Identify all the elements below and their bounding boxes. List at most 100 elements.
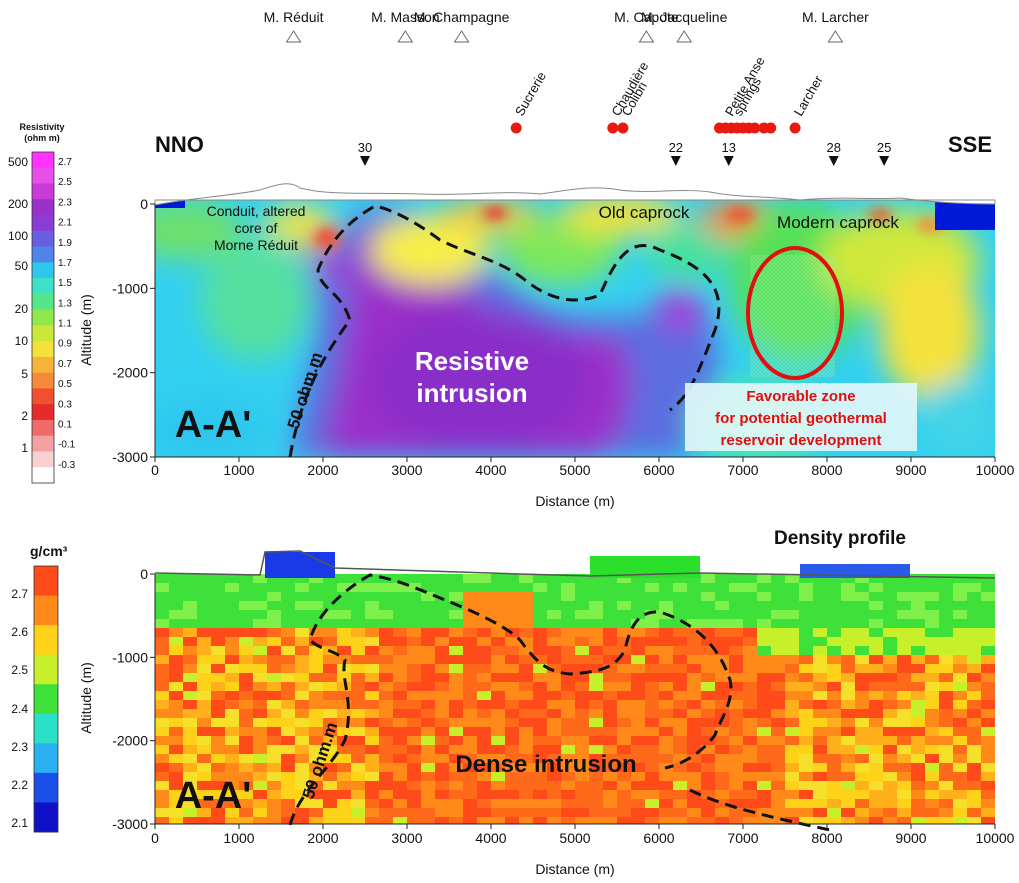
resistivity-bar-swatch — [32, 372, 54, 389]
density-cell — [645, 619, 660, 629]
density-cell — [253, 817, 268, 824]
density-cell — [169, 646, 184, 656]
resistivity-log-label: 0.5 — [58, 379, 72, 390]
density-cell — [617, 673, 632, 683]
density-cell — [659, 799, 674, 809]
density-cell — [155, 601, 170, 611]
density-cell — [253, 583, 268, 593]
density-cell — [883, 601, 898, 611]
density-cell — [533, 817, 548, 824]
density-cell — [925, 646, 940, 656]
density-cell — [267, 700, 282, 710]
density-cell — [687, 754, 702, 764]
density-cell — [197, 727, 212, 737]
density-cell — [631, 718, 646, 728]
density-cell — [603, 808, 618, 818]
resistivity-log-label: 1.7 — [58, 258, 72, 269]
density-cell — [547, 592, 562, 602]
density-cell — [351, 817, 366, 824]
density-cell — [463, 763, 478, 773]
density-cell — [687, 610, 702, 620]
density-cell — [155, 817, 170, 824]
density-cell — [701, 781, 716, 791]
density-cell — [449, 772, 464, 782]
density-cell — [197, 790, 212, 800]
density-cell — [771, 592, 786, 602]
density-cell — [211, 646, 226, 656]
density-cell — [715, 610, 730, 620]
density-cell — [799, 691, 814, 701]
density-cell — [169, 610, 184, 620]
density-cell — [253, 682, 268, 692]
density-cell — [197, 592, 212, 602]
density-cell — [939, 700, 954, 710]
density-cell — [407, 718, 422, 728]
density-cell — [645, 727, 660, 737]
x-tick-label: 1000 — [223, 462, 254, 478]
density-cell — [435, 628, 450, 638]
density-cell — [547, 655, 562, 665]
density-cell — [953, 691, 968, 701]
density-cell — [575, 628, 590, 638]
density-cell — [435, 610, 450, 620]
density-cell — [323, 817, 338, 824]
density-cell — [785, 592, 800, 602]
density-cell — [981, 781, 995, 791]
density-cell — [939, 628, 954, 638]
density-cell — [155, 799, 170, 809]
density-bar-swatch — [34, 566, 58, 597]
density-cell — [645, 772, 660, 782]
density-cell — [155, 691, 170, 701]
density-cell — [729, 691, 744, 701]
density-cell — [253, 781, 268, 791]
density-cell — [253, 718, 268, 728]
density-cell — [169, 727, 184, 737]
density-cell — [659, 700, 674, 710]
density-cell — [715, 637, 730, 647]
density-cell — [533, 574, 548, 584]
density-cell — [505, 637, 520, 647]
density-cell — [827, 637, 842, 647]
density-cell — [617, 592, 632, 602]
density-cell — [295, 736, 310, 746]
density-cell — [505, 817, 520, 824]
resistivity-model-fill — [155, 200, 995, 457]
density-cell — [841, 682, 856, 692]
density-cell — [771, 817, 786, 824]
density-cell — [617, 628, 632, 638]
density-cell — [491, 574, 506, 584]
density-cell — [197, 655, 212, 665]
density-cell — [687, 646, 702, 656]
density-cell — [491, 727, 506, 737]
density-cell — [659, 790, 674, 800]
density-cell — [687, 673, 702, 683]
density-cell — [337, 601, 352, 611]
density-cell — [897, 673, 912, 683]
density-cell — [267, 628, 282, 638]
density-cell — [211, 763, 226, 773]
resistivity-log-label: 2.7 — [58, 157, 72, 168]
density-cell — [645, 628, 660, 638]
density-cell — [183, 727, 198, 737]
density-cell — [169, 574, 184, 584]
density-cell — [673, 727, 688, 737]
density-cell — [281, 574, 296, 584]
density-cell — [183, 790, 198, 800]
density-cell — [953, 718, 968, 728]
density-cell — [645, 718, 660, 728]
density-cell — [323, 700, 338, 710]
density-cell — [365, 736, 380, 746]
density-cell — [239, 763, 254, 773]
density-cell — [589, 583, 604, 593]
density-cell — [365, 700, 380, 710]
density-cell — [673, 628, 688, 638]
density-cell — [981, 808, 995, 818]
density-cell — [547, 673, 562, 683]
density-cell — [421, 583, 436, 593]
density-cell — [939, 664, 954, 674]
density-cell — [659, 574, 674, 584]
density-cell — [869, 745, 884, 755]
resistivity-bar-swatch — [32, 341, 54, 358]
density-cell — [519, 691, 534, 701]
density-cell — [659, 691, 674, 701]
